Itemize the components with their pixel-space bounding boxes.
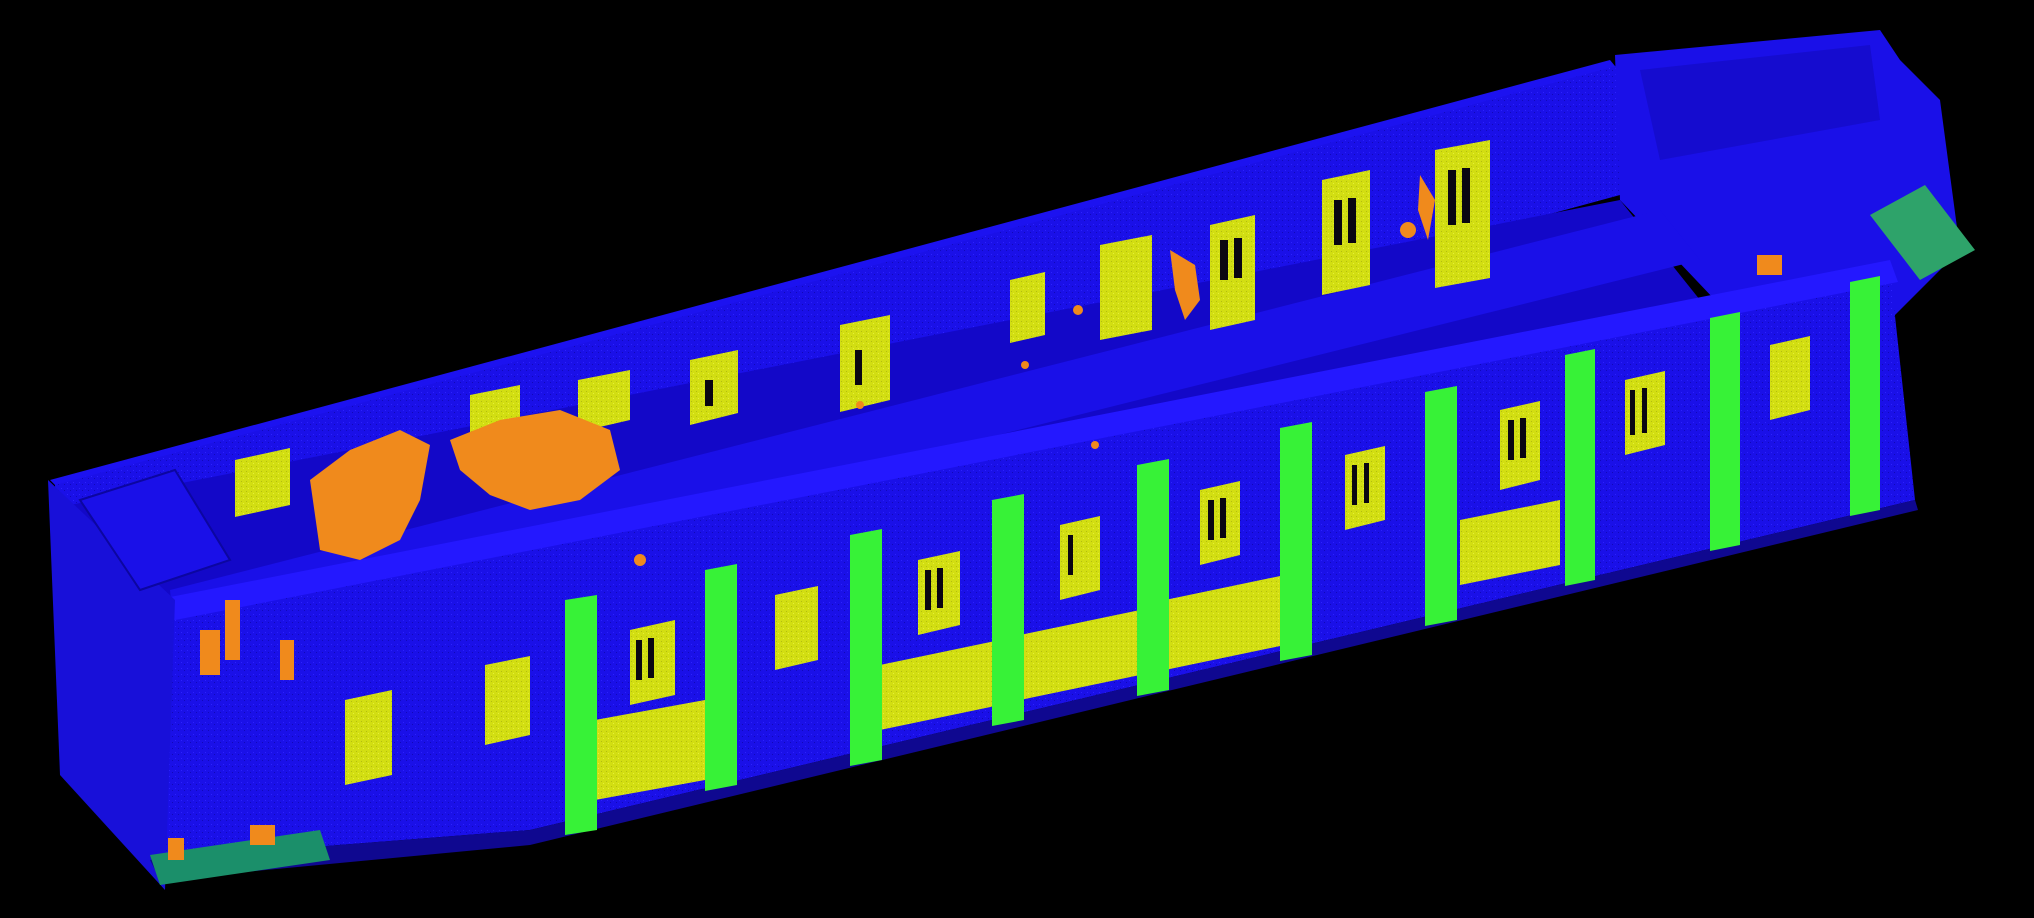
front-window — [485, 656, 530, 745]
building-shell — [48, 30, 1960, 890]
front-window — [1770, 336, 1810, 420]
wainscot-panel — [1165, 575, 1285, 670]
right-end-roof — [1640, 45, 1880, 160]
back-window — [1210, 215, 1255, 330]
back-window — [1100, 235, 1152, 340]
column — [1710, 312, 1740, 551]
wainscot-panel — [880, 640, 1000, 730]
wainscot-panel — [1020, 610, 1140, 700]
left-end-arch — [78, 468, 232, 592]
back-windows — [235, 140, 1490, 517]
column — [1565, 349, 1595, 586]
back-window — [235, 448, 290, 517]
back-window — [690, 350, 738, 425]
clutter — [168, 175, 1782, 860]
column — [850, 529, 882, 766]
column — [1280, 422, 1312, 661]
back-window — [1010, 272, 1045, 343]
wainscot-panel — [1460, 500, 1560, 585]
front-window — [1060, 516, 1100, 600]
column — [1850, 276, 1880, 516]
column — [1137, 459, 1169, 696]
front-ledge — [155, 260, 1898, 622]
back-window — [578, 370, 630, 432]
back-window — [1322, 170, 1370, 295]
front-window — [345, 690, 392, 785]
column — [992, 494, 1024, 726]
column — [565, 595, 597, 835]
stairs — [1870, 185, 1975, 280]
wainscot-panel — [595, 700, 705, 800]
front-windows — [345, 336, 1810, 785]
front-columns — [565, 276, 1880, 835]
wainscot-panels — [595, 500, 1560, 800]
column — [1425, 386, 1457, 626]
column — [705, 564, 737, 791]
back-window — [840, 315, 890, 412]
front-window — [775, 586, 818, 670]
base-teal — [150, 830, 330, 885]
